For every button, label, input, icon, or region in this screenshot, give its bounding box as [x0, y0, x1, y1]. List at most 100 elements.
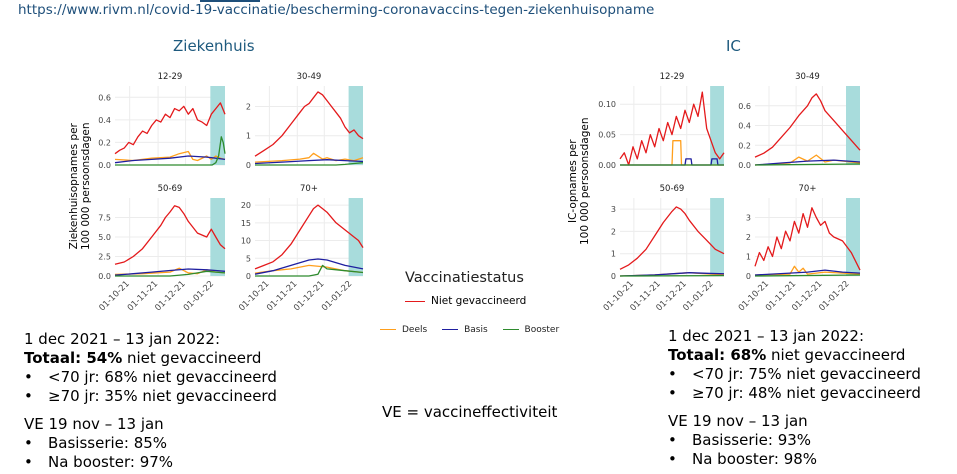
hospital-ve-bullet-2: • Na booster: 97% [24, 453, 174, 471]
shaded-period [210, 198, 225, 276]
panel-title: 70+ [300, 184, 318, 194]
y-tick-label: 2.5 [98, 253, 111, 262]
series-line-deels [114, 150, 226, 162]
series-line-basis [754, 269, 861, 276]
y-tick-label: 0.00 [598, 161, 616, 170]
y-tick-label: 1 [746, 253, 751, 262]
y-tick-label: 0.2 [98, 138, 111, 147]
y-tick-label: 0.0 [738, 161, 751, 170]
y-tick-label: 3 [746, 214, 751, 223]
panel-title: 70+ [799, 184, 817, 194]
ic-summary: 1 dec 2021 – 13 jan 2022: Totaal: 68% ni… [668, 327, 921, 469]
y-tick-label: 0.6 [98, 93, 111, 102]
legend-item-basis: Basis [442, 325, 488, 335]
legend-item-deels: Deels [380, 325, 427, 335]
series-line-basis [254, 159, 364, 165]
panel-title: 30-49 [297, 72, 322, 82]
legend-title: Vaccinatiestatus [405, 270, 524, 286]
series-line-niet-gevaccineerd [619, 206, 725, 270]
header-bar-fragment [200, 0, 260, 2]
panel-title: 50-69 [158, 184, 183, 194]
y-tick-label: 0 [611, 272, 616, 281]
y-tick-label: 7.5 [98, 214, 111, 223]
panel-ziekenhuis-50-69: 0.02.55.07.550-6901-10-2101-11-2101-12-2… [97, 184, 226, 313]
panel-title: 30-49 [795, 72, 820, 82]
y-tick-label: 0 [246, 272, 251, 281]
series-line-booster [754, 163, 861, 166]
ic-bullet-2: • ≥70 jr: 48% niet gevaccineerd [668, 384, 921, 402]
y-tick-label: 0.4 [738, 122, 751, 131]
ic-bullet-1: • <70 jr: 75% niet gevaccineerd [668, 365, 921, 383]
ic-total: Totaal: 68% niet gevaccineerd [668, 346, 906, 364]
y-tick-label: 15 [241, 219, 251, 228]
series-line-booster [115, 270, 226, 277]
shaded-period [846, 86, 860, 165]
ic-section-title: IC [726, 37, 741, 55]
series-line-basis [254, 258, 364, 275]
shaded-period [210, 86, 225, 165]
y-tick-label: 0.05 [598, 131, 616, 140]
y-tick-label: 0.0 [98, 161, 111, 170]
shaded-period [846, 198, 860, 276]
hospital-period: 1 dec 2021 – 13 jan 2022: [24, 330, 221, 348]
legend-item-niet-gevaccineerd: Niet gevaccineerd [405, 295, 526, 307]
y-tick-label: 1 [611, 250, 616, 259]
hospital-bullet-2: • ≥70 jr: 35% niet gevaccineerd [24, 387, 277, 405]
series-line-basis [114, 268, 226, 276]
panel-ic-50-69: 012350-6901-10-2101-11-2101-12-2101-01-2… [602, 184, 725, 313]
ic-period: 1 dec 2021 – 13 jan 2022: [668, 327, 865, 345]
series-line-niet-gevaccineerd [254, 204, 364, 270]
shaded-period [348, 86, 363, 165]
ic-ve-period: VE 19 nov – 13 jan [668, 412, 808, 430]
series-line-basis [754, 159, 861, 166]
y-tick-label: 5 [246, 254, 251, 263]
hospital-ve-period: VE 19 nov – 13 jan [24, 415, 164, 433]
hospital-total: Totaal: 54% niet gevaccineerd [24, 349, 262, 367]
y-tick-label: 0.10 [598, 100, 616, 109]
series-line-niet-gevaccineerd [754, 93, 861, 158]
y-tick-label: 5.0 [98, 233, 111, 242]
y-tick-label: 0.0 [98, 272, 111, 281]
y-tick-label: 0 [246, 161, 251, 170]
series-line-basis [114, 155, 226, 164]
y-tick-label: 2 [246, 102, 251, 111]
series-line-niet-gevaccineerd [114, 102, 226, 155]
series-line-niet-gevaccineerd [254, 91, 364, 157]
hospital-section-title: Ziekenhuis [173, 37, 255, 55]
faceted-line-charts: 0.0 0.2 0.4 0.6 12-29 0 1 2 30-49 0.0 2.5 5.0 7.5 50-… [97, 72, 861, 313]
legend-row-small: Deels Basis Booster [380, 325, 571, 335]
hospital-summary: 1 dec 2021 – 13 jan 2022: Totaal: 54% ni… [24, 330, 277, 472]
shaded-period [710, 86, 724, 165]
series-line-booster [255, 264, 364, 277]
x-tick-label: 01-01-22 [320, 279, 354, 313]
series-line-basis [619, 272, 725, 277]
series-line-booster [754, 274, 861, 277]
y-tick-label: 0.6 [738, 102, 751, 111]
panel-ziekenhuis-12-29: 0.0 0.2 0.4 0.6 12-29 [98, 72, 226, 170]
series-line-booster [115, 136, 226, 166]
y-tick-label: 2 [611, 227, 616, 236]
series-line-booster [255, 162, 364, 166]
hospital-ve-bullet-1: • Basisserie: 85% [24, 434, 168, 452]
legend-swatch [405, 300, 425, 302]
ic-ve-bullet-1: • Basisserie: 93% [668, 431, 812, 449]
series-line-niet-gevaccineerd [619, 91, 725, 166]
panel-ic-12-29: 0.00 0.05 0.10 12-29 [598, 72, 725, 170]
panel-title: 50-69 [660, 184, 685, 194]
y-tick-label: 1 [246, 132, 251, 141]
y-tick-label: 10 [241, 237, 251, 246]
series-line-niet-gevaccineerd [754, 207, 861, 271]
y-tick-label: 0 [746, 272, 751, 281]
source-url[interactable]: https://www.rivm.nl/covid-19-vaccinatie/… [18, 2, 655, 18]
shaded-period [710, 198, 724, 276]
panel-ziekenhuis-30-49: 0 1 2 30-49 [246, 72, 364, 170]
shaded-period [348, 198, 363, 276]
legend-item-booster: Booster [502, 325, 559, 335]
hospital-bullet-1: • <70 jr: 68% niet gevaccineerd [24, 368, 277, 386]
panel-ic-30-49: 0.0 0.2 0.4 0.6 30-49 [738, 72, 861, 170]
y-tick-label: 20 [241, 201, 251, 210]
y-tick-label: 3 [611, 205, 616, 214]
panel-title: 12-29 [660, 72, 685, 82]
series-line-deels [254, 264, 364, 274]
